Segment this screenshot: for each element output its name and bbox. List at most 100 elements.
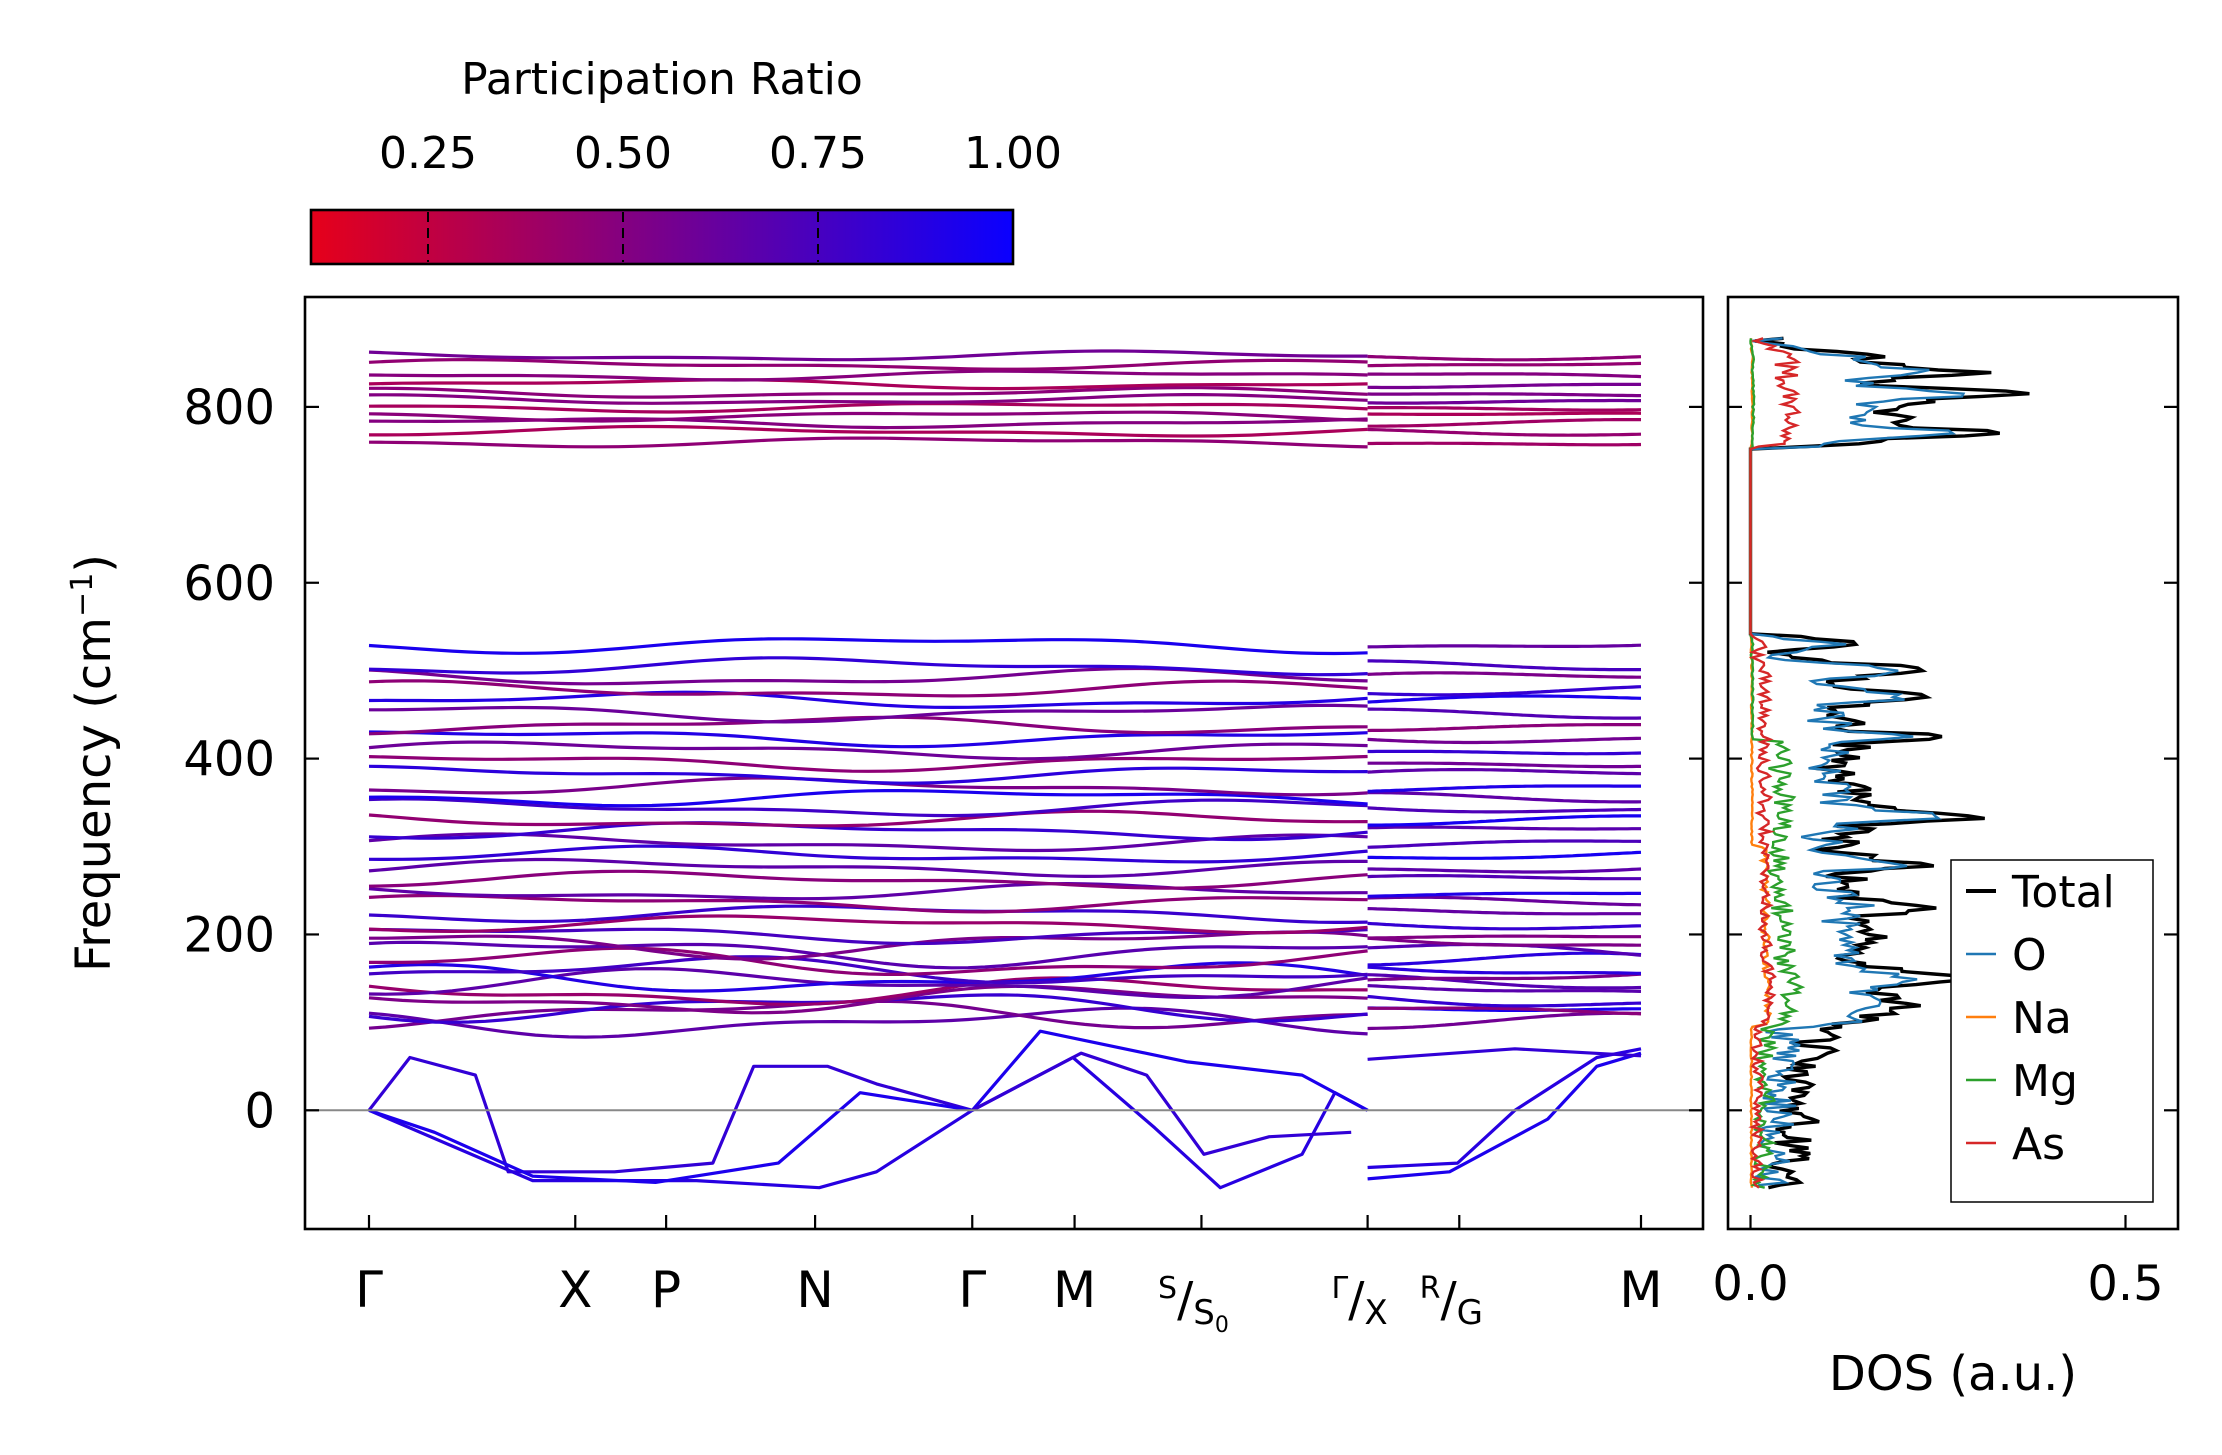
band-line	[1368, 363, 1641, 365]
band-line	[1368, 1013, 1641, 1028]
band-line	[1368, 967, 1641, 973]
band-line	[1368, 408, 1641, 411]
band-line	[369, 658, 1368, 675]
band-line	[1368, 384, 1641, 387]
dos-x-axis-label: DOS (a.u.)	[1829, 1346, 2077, 1402]
band-x-ticks: Γ X P N Γ M S/S0Γ/XR/G M	[355, 1215, 1663, 1338]
band-line	[1368, 938, 1641, 945]
band-line	[369, 916, 1368, 933]
band-line	[1368, 793, 1641, 802]
band-line	[1368, 786, 1641, 791]
legend-label-o: O	[2012, 930, 2047, 981]
k-label-sub: X	[1364, 1293, 1387, 1333]
y-tick-label: 400	[183, 732, 275, 788]
band-line	[1368, 661, 1641, 670]
band-y-axis-label: Frequency (cm−1)	[65, 554, 122, 972]
band-line	[1368, 357, 1641, 360]
band-line	[1368, 808, 1641, 812]
k-label-slash: /	[1348, 1272, 1365, 1328]
legend-label-mg: Mg	[2012, 1056, 2078, 1107]
legend-label-as: As	[2012, 1119, 2065, 1170]
dos-legend: Total O Na Mg As	[1951, 860, 2153, 1202]
band-line	[369, 639, 1368, 654]
band-line	[1368, 770, 1641, 774]
band-line	[1368, 394, 1641, 396]
dos-panel: 0.0 0.5 DOS (a.u.) Total O Na Mg As	[1712, 297, 2178, 1402]
y-tick-label: 600	[183, 556, 275, 612]
band-line	[369, 906, 1368, 922]
acoustic-branch-line	[369, 1031, 1368, 1182]
band-line	[1368, 876, 1641, 879]
band-line	[1368, 374, 1641, 377]
band-line	[1368, 816, 1641, 825]
k-point-label: X	[558, 1261, 592, 1319]
band-line	[1368, 897, 1641, 905]
band-line	[1368, 709, 1641, 718]
k-label-sub: S	[1193, 1293, 1215, 1333]
band-line	[1368, 997, 1641, 1006]
band-line	[1368, 645, 1641, 647]
band-line	[369, 871, 1368, 888]
legend-label-total: Total	[2011, 867, 2115, 918]
band-line	[1368, 923, 1641, 928]
colorbar-tick-label: 0.50	[574, 128, 672, 179]
band-line	[1368, 673, 1641, 677]
band-line	[1368, 443, 1641, 445]
k-label-super: R	[1420, 1271, 1441, 1306]
band-line	[369, 404, 1368, 412]
band-line	[1368, 413, 1641, 414]
k-label-super: S	[1158, 1271, 1177, 1306]
k-label-sub: G	[1457, 1293, 1483, 1333]
legend-label-na: Na	[2012, 993, 2072, 1044]
y-tick-label: 800	[183, 380, 275, 436]
band-line	[369, 371, 1368, 380]
band-line	[1368, 751, 1641, 753]
y-tick-label: 200	[183, 907, 275, 963]
band-line	[1368, 841, 1641, 847]
band-line	[369, 766, 1368, 783]
y-label-main: Frequency (cm	[66, 617, 122, 972]
band-line	[1368, 687, 1641, 695]
k-label-super: Γ	[1332, 1271, 1349, 1306]
acoustic-branch-line	[369, 1058, 1368, 1188]
acoustic-branch-line	[369, 1058, 972, 1172]
band-line	[1368, 893, 1641, 896]
k-point-label: M	[1053, 1261, 1096, 1319]
k-label-slash: /	[1440, 1272, 1457, 1328]
band-line	[369, 438, 1368, 447]
dos-x-tick-label: 0.0	[1712, 1256, 1788, 1312]
band-line	[1368, 953, 1641, 965]
band-line	[1368, 852, 1641, 858]
k-point-label: S/S0	[1158, 1271, 1229, 1338]
band-line	[1368, 430, 1641, 436]
band-line	[369, 351, 1368, 360]
band-line	[369, 834, 1368, 851]
band-lines	[369, 351, 1641, 1188]
colorbar-gradient	[311, 210, 1013, 264]
colorbar: Participation Ratio 0.25 0.50 0.75 1.00	[311, 54, 1062, 264]
band-line	[1368, 763, 1641, 767]
k-point-label: P	[651, 1261, 681, 1319]
band-line	[1368, 696, 1641, 702]
dos-line-o	[1751, 338, 1964, 1187]
k-point-label: R/G	[1420, 1271, 1483, 1333]
band-line	[1368, 827, 1641, 829]
k-point-label: Γ	[958, 1261, 986, 1319]
band-line	[1368, 420, 1641, 427]
k-label-slash: /	[1177, 1272, 1194, 1328]
acoustic-branch-line	[972, 1053, 1351, 1154]
k-point-label: M	[1619, 1261, 1662, 1319]
k-point-label: Γ	[355, 1261, 383, 1319]
colorbar-tick-label: 0.25	[379, 128, 477, 179]
band-line	[369, 705, 1368, 722]
figure: Participation Ratio 0.25 0.50 0.75 1.00 020…	[0, 0, 2222, 1455]
y-label-close: )	[66, 554, 122, 573]
colorbar-tick-label: 0.75	[769, 128, 867, 179]
band-line	[369, 395, 1368, 404]
band-line	[1368, 869, 1641, 872]
k-label-sub2: 0	[1215, 1313, 1229, 1338]
band-line	[1368, 725, 1641, 731]
y-tick-label: 0	[244, 1083, 275, 1139]
dos-x-tick-label: 0.5	[2087, 1256, 2163, 1312]
